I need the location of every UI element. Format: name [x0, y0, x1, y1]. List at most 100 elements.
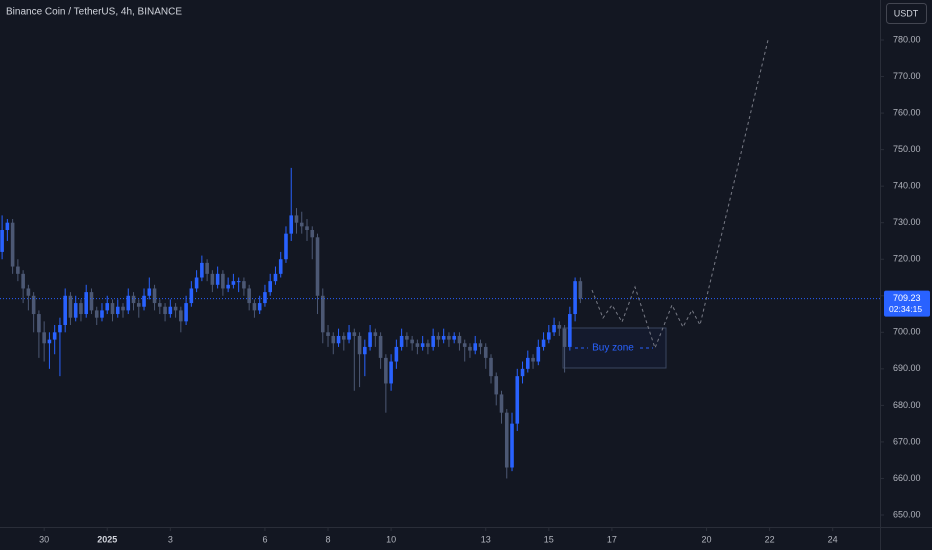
candle-body [215, 273, 220, 285]
candle-body [47, 339, 52, 344]
candle-body [357, 335, 362, 355]
candle-body [79, 303, 83, 315]
candle-body [189, 288, 194, 304]
candle-body [531, 357, 535, 362]
candle-body [299, 222, 304, 227]
candle-body [100, 310, 104, 318]
candle-body [226, 284, 230, 289]
last-price-box [884, 290, 930, 317]
candle-body [573, 281, 577, 315]
candle-body [263, 292, 267, 304]
candle-body [236, 281, 241, 283]
candle-body [136, 303, 141, 307]
candle-body [305, 226, 309, 230]
y-tick-label: 730.00 [893, 217, 921, 227]
candle-body [426, 343, 430, 347]
candle-body [147, 288, 152, 296]
candle-body [294, 215, 299, 223]
candle-body [431, 335, 435, 347]
candle-body [462, 343, 467, 347]
candle-body [384, 357, 388, 384]
candle-body [473, 343, 478, 351]
candle-body [457, 335, 462, 344]
candle-body [68, 295, 73, 318]
candle-body [268, 281, 273, 293]
candle-body [336, 335, 341, 344]
candle-body [158, 303, 162, 307]
countdown-label: 02:34:15 [889, 304, 922, 314]
candle-body [110, 303, 115, 315]
candle-body [341, 335, 346, 340]
candle-body [184, 303, 188, 322]
candle-body [163, 306, 167, 315]
y-tick-label: 750.00 [893, 144, 921, 154]
x-tick-label: 30 [39, 534, 49, 544]
x-tick-label: 13 [481, 534, 491, 544]
candle-body [552, 325, 556, 333]
candle-body [126, 295, 131, 311]
candle-body [310, 230, 315, 238]
candle-body [331, 335, 336, 344]
candle-body [347, 332, 351, 340]
candle-body [121, 306, 125, 311]
currency-label[interactable]: USDT [894, 8, 919, 18]
candle-body [547, 332, 551, 340]
candle-body [252, 303, 257, 311]
candle-body [31, 295, 36, 315]
y-tick-label: 780.00 [893, 34, 921, 44]
candle-body [568, 314, 572, 347]
candle-body [468, 346, 472, 351]
candle-body [494, 376, 499, 395]
candle-body [541, 339, 546, 347]
x-tick-label: 20 [702, 534, 712, 544]
currency-button[interactable] [886, 3, 927, 24]
candle-body [578, 281, 583, 299]
candle-body [115, 306, 120, 315]
candle-body [510, 423, 514, 468]
candle-body [179, 310, 183, 322]
candle-body [562, 328, 567, 347]
candle-body [205, 262, 209, 274]
candle-body [142, 295, 146, 307]
x-tick-label: 15 [544, 534, 554, 544]
x-tick-label: 2025 [97, 534, 117, 544]
candle-body [0, 230, 4, 252]
candle-body [105, 303, 110, 311]
candle-body [420, 343, 425, 347]
candle-body [247, 288, 251, 304]
candle-body [436, 335, 441, 340]
candle-body [405, 335, 409, 340]
x-tick-label: 22 [765, 534, 775, 544]
y-tick-label: 700.00 [893, 327, 921, 337]
candle-body [452, 335, 456, 340]
candle-body [26, 288, 31, 296]
candle-body [194, 277, 199, 289]
x-tick-label: 8 [326, 534, 331, 544]
candle-body [58, 325, 62, 333]
y-tick-label: 680.00 [893, 400, 921, 410]
candle-body [483, 346, 488, 358]
candle-body [284, 233, 288, 260]
candle-body [478, 343, 483, 347]
candle-body [257, 303, 262, 311]
candle-body [16, 266, 20, 274]
chart-title: Binance Coin / TetherUS, 4h, BINANCE [6, 7, 182, 18]
buy-zone-label: Buy zone [592, 343, 634, 354]
candle-body [242, 281, 246, 289]
candle-body [131, 295, 136, 304]
candle-body [231, 281, 236, 285]
y-tick-label: 720.00 [893, 254, 921, 264]
candle-body [441, 335, 446, 340]
candle-body [200, 262, 204, 278]
candle-body [94, 310, 99, 318]
y-tick-label: 770.00 [893, 71, 921, 81]
candle-body [273, 273, 278, 282]
x-tick-label: 10 [386, 534, 396, 544]
candle-body [394, 346, 399, 362]
candle-body [410, 339, 414, 344]
candle-body [557, 325, 562, 329]
y-tick-label: 760.00 [893, 107, 921, 117]
y-tick-label: 670.00 [893, 436, 921, 446]
